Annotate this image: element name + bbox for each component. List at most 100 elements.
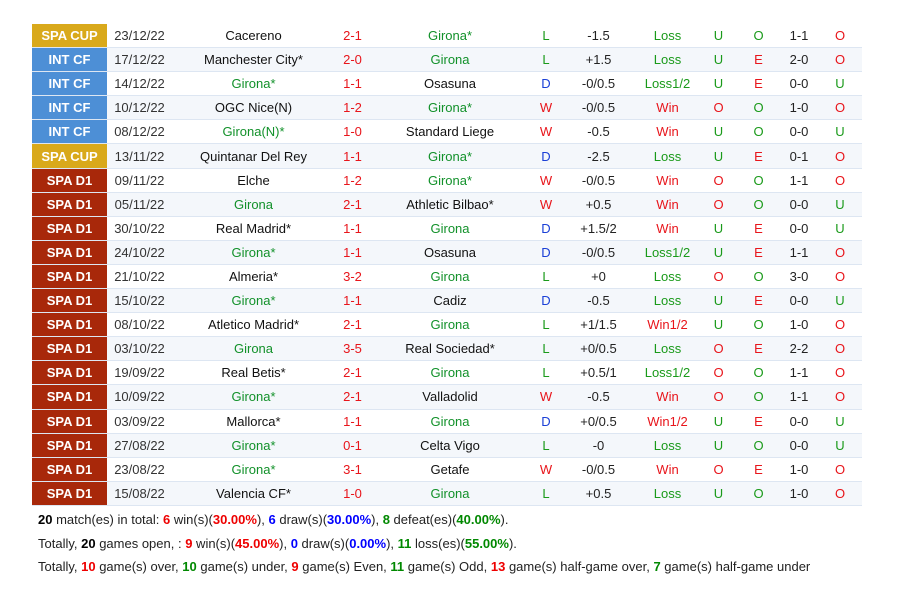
result: W	[530, 192, 562, 217]
competition: INT CF	[32, 71, 107, 97]
half-score: 1-1	[780, 384, 818, 410]
over-under: U	[700, 409, 737, 434]
half-over-under: O	[818, 312, 862, 338]
half-score: 0-0	[780, 433, 818, 458]
over-under: U	[700, 216, 737, 241]
handicap-result: Loss	[635, 336, 700, 362]
home-team: Elche	[172, 168, 335, 193]
handicap-result: Loss	[635, 24, 700, 49]
result: W	[530, 457, 562, 482]
half-over-under: U	[818, 192, 862, 217]
summary-line: Totally, 20 games open, : 9 win(s)(45.00…	[38, 532, 810, 556]
half-over-under: O	[818, 240, 862, 265]
competition: INT CF	[32, 47, 107, 73]
handicap-result: Win	[635, 384, 700, 410]
odd-even: E	[737, 288, 780, 314]
match-row: SPA D1 21/10/22 Almeria* 3-2 Girona L +0 Loss O O…	[32, 264, 862, 290]
summary-number: 6	[268, 512, 276, 527]
result: L	[530, 312, 562, 338]
date: 14/12/22	[107, 71, 172, 97]
handicap-result: Loss	[635, 288, 700, 314]
match-row: SPA D1 27/08/22 Girona* 0-1 Celta Vigo L -0 Los…	[32, 433, 862, 458]
competition: SPA D1	[32, 384, 107, 410]
odd-even: O	[737, 264, 780, 290]
summary-number: 30.00%	[212, 512, 257, 527]
result: L	[530, 264, 562, 290]
result: D	[530, 288, 562, 314]
away-team: Osasuna	[370, 71, 530, 97]
away-team: Valladolid	[370, 384, 530, 410]
odd-even: E	[737, 216, 780, 241]
handicap-result: Loss	[635, 481, 700, 506]
handicap-result: Win	[635, 119, 700, 145]
summary-text: defeat(es)(	[389, 512, 457, 527]
handicap-result: Loss	[635, 264, 700, 290]
score: 1-2	[335, 95, 370, 121]
half-over-under: O	[818, 24, 862, 49]
away-team: Girona	[370, 312, 530, 338]
score: 2-1	[335, 24, 370, 49]
home-team: Girona*	[172, 433, 335, 458]
summary-number: 30.00%	[327, 512, 372, 527]
home-team: Girona*	[172, 288, 335, 314]
competition: SPA D1	[32, 457, 107, 482]
result: L	[530, 24, 562, 49]
match-row: SPA D1 19/09/22 Real Betis* 2-1 Girona L +0.5/…	[32, 360, 862, 386]
summary-number: 40.00%	[456, 512, 501, 527]
summary-text: games open, :	[95, 535, 186, 551]
summary-text: win(s)(	[170, 512, 213, 527]
away-team: Girona	[370, 264, 530, 290]
away-team: Girona	[370, 409, 530, 434]
match-row: SPA D1 23/08/22 Girona* 3-1 Getafe W -0/0.5 Win…	[32, 457, 862, 482]
handicap-result: Loss	[635, 143, 700, 169]
score: 0-1	[335, 433, 370, 458]
half-over-under: O	[818, 264, 862, 290]
home-team: Manchester City*	[172, 47, 335, 73]
half-score: 1-1	[780, 360, 818, 386]
date: 24/10/22	[107, 240, 172, 265]
odd-even: E	[737, 457, 780, 482]
match-row: SPA D1 10/09/22 Girona* 2-1 Valladolid W -0.5 W…	[32, 384, 862, 410]
half-score: 1-0	[780, 481, 818, 506]
over-under: O	[700, 457, 737, 482]
half-over-under: O	[818, 457, 862, 482]
half-score: 0-0	[780, 71, 818, 97]
score: 2-1	[335, 192, 370, 217]
summary-text: draw(s)(	[297, 535, 350, 551]
odd-even: E	[737, 240, 780, 265]
handicap: -0/0.5	[562, 240, 635, 265]
competition: INT CF	[32, 95, 107, 121]
date: 10/09/22	[107, 384, 172, 410]
over-under: O	[700, 192, 737, 217]
summary-text: game(s) Odd,	[404, 559, 491, 574]
summary-number: 55.00%	[464, 535, 509, 551]
over-under: O	[700, 95, 737, 121]
handicap: -1.5	[562, 24, 635, 49]
handicap-result: Loss	[635, 47, 700, 73]
handicap-result: Win	[635, 216, 700, 241]
summary-text: loss(es)(	[411, 535, 465, 551]
half-score: 2-0	[780, 47, 818, 73]
half-score: 1-1	[780, 240, 818, 265]
date: 08/12/22	[107, 119, 172, 145]
half-score: 0-0	[780, 216, 818, 241]
match-row: SPA D1 15/10/22 Girona* 1-1 Cadiz D -0.5 Loss U E…	[32, 288, 862, 314]
home-team: Mallorca*	[172, 409, 335, 434]
half-over-under: U	[818, 433, 862, 458]
score: 2-1	[335, 384, 370, 410]
home-team: Girona*	[172, 384, 335, 410]
summary-text: game(s) Even,	[298, 559, 391, 574]
competition: SPA D1	[32, 216, 107, 241]
summary-number: 10	[182, 559, 197, 574]
over-under: U	[700, 481, 737, 506]
half-over-under: U	[818, 216, 862, 241]
score: 3-1	[335, 457, 370, 482]
competition: SPA D1	[32, 336, 107, 362]
score: 2-1	[335, 312, 370, 338]
handicap-result: Win	[635, 192, 700, 217]
handicap: -0/0.5	[562, 457, 635, 482]
summary-text: game(s) under,	[196, 559, 292, 574]
summary-number: 0	[290, 535, 298, 551]
competition: SPA CUP	[32, 143, 107, 169]
summary-text: Totally,	[38, 559, 82, 574]
